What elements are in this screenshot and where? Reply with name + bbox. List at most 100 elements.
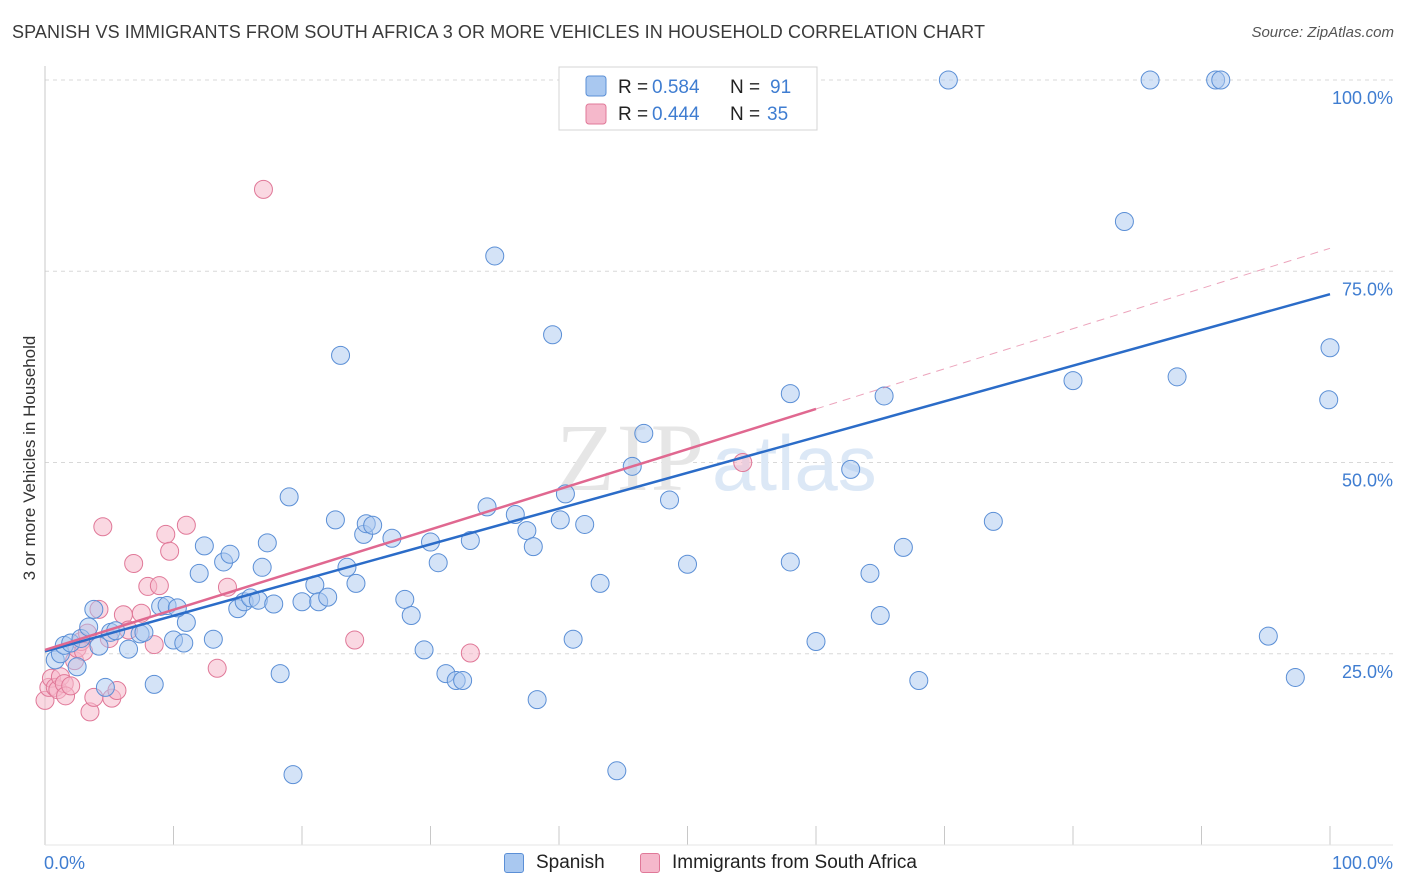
point-spanish <box>1319 390 1339 410</box>
spanish-swatch-icon <box>504 853 524 873</box>
point-immigrants <box>253 179 273 199</box>
point-spanish <box>453 671 473 691</box>
point-spanish <box>590 573 610 593</box>
point-spanish <box>144 674 164 694</box>
point-spanish <box>780 384 800 404</box>
point-spanish <box>523 537 543 557</box>
y-tick-labels: 25.0% 50.0% 75.0% 100.0% <box>1332 88 1393 682</box>
point-spanish <box>527 690 547 710</box>
point-spanish <box>95 677 115 697</box>
point-spanish <box>893 537 913 557</box>
point-spanish <box>563 629 583 649</box>
point-spanish <box>1167 367 1187 387</box>
point-spanish <box>325 510 345 530</box>
point-immigrants <box>124 553 144 573</box>
point-spanish <box>346 573 366 593</box>
point-immigrants <box>207 658 227 678</box>
legend-n-label-2: N = <box>730 104 765 125</box>
point-immigrants <box>160 541 180 561</box>
legend-r-label-2: R = <box>618 104 653 125</box>
point-spanish <box>874 386 894 406</box>
legend-r-value-2: 0.444 <box>652 104 700 125</box>
point-spanish <box>270 664 290 684</box>
point-spanish <box>331 345 351 365</box>
point-spanish <box>607 761 627 781</box>
source-label: Source: ZipAtlas.com <box>1251 24 1394 41</box>
axes <box>44 66 1393 846</box>
point-spanish <box>938 70 958 90</box>
point-spanish <box>575 514 595 534</box>
y-tick-label-100: 100.0% <box>1332 88 1393 108</box>
point-spanish <box>780 552 800 572</box>
y-tick-label-25: 25.0% <box>1342 662 1393 682</box>
point-spanish <box>67 657 87 677</box>
point-spanish <box>414 640 434 660</box>
point-spanish <box>543 325 563 345</box>
point-spanish <box>395 589 415 609</box>
legend-item-immigrants[interactable]: Immigrants from South Africa <box>640 852 917 874</box>
trend-line-spanish <box>44 292 1331 653</box>
y-tick-label-75: 75.0% <box>1342 279 1393 299</box>
series-legend: Spanish Immigrants from South Africa <box>0 852 1406 880</box>
point-spanish <box>257 533 277 553</box>
point-spanish <box>1285 667 1305 687</box>
point-spanish <box>194 536 214 556</box>
legend-r-label-1: R = <box>618 77 653 98</box>
point-spanish <box>428 553 448 573</box>
point-spanish <box>264 594 284 614</box>
point-spanish <box>841 459 861 479</box>
trend-line-immigrants-extension <box>815 247 1331 410</box>
chart-title: SPANISH VS IMMIGRANTS FROM SOUTH AFRICA … <box>12 22 986 42</box>
point-immigrants <box>460 643 480 663</box>
point-spanish <box>460 531 480 551</box>
point-spanish <box>119 639 139 659</box>
point-spanish <box>292 592 312 612</box>
point-spanish <box>1140 70 1160 90</box>
point-spanish <box>252 557 272 577</box>
point-spanish <box>283 765 303 785</box>
x-tick-label-min: 0.0% <box>44 853 85 873</box>
point-spanish <box>279 487 299 507</box>
point-spanish <box>1211 70 1231 90</box>
point-spanish <box>1320 338 1340 358</box>
point-spanish <box>1063 371 1083 391</box>
point-spanish <box>870 606 890 625</box>
x-tick-labels: 0.0% 100.0% <box>44 853 1393 873</box>
point-spanish <box>806 632 826 652</box>
legend-n-label-1: N = <box>730 77 765 98</box>
legend-n-value-1: 91 <box>770 77 791 98</box>
grid-lines <box>45 79 1393 655</box>
point-spanish <box>84 599 104 619</box>
legend-label-immigrants: Immigrants from South Africa <box>672 852 917 873</box>
legend-swatch-immigrants <box>585 103 607 125</box>
point-spanish <box>363 515 383 535</box>
y-tick-label-50: 50.0% <box>1342 471 1393 491</box>
point-spanish <box>220 544 240 564</box>
legend-swatch-spanish <box>585 75 607 97</box>
legend-label-spanish: Spanish <box>536 852 605 873</box>
legend-n-value-2: 35 <box>767 104 788 125</box>
point-spanish <box>634 423 654 443</box>
point-spanish <box>909 671 929 691</box>
x-tick-label-max: 100.0% <box>1332 853 1393 873</box>
point-spanish <box>203 629 223 649</box>
trend-lines <box>44 247 1331 653</box>
point-spanish <box>485 246 505 266</box>
point-spanish <box>678 554 697 574</box>
stats-legend: R = 0.584 N = 91 R = 0.444 N = 35 <box>558 66 818 131</box>
point-spanish <box>550 510 570 530</box>
point-spanish <box>174 633 194 653</box>
point-immigrants <box>176 515 196 535</box>
point-spanish <box>660 490 680 510</box>
legend-r-value-1: 0.584 <box>652 77 700 98</box>
point-spanish <box>401 606 421 625</box>
point-spanish <box>1114 212 1134 232</box>
point-spanish <box>517 521 537 541</box>
immigrants-swatch-icon <box>640 853 660 873</box>
trend-line-immigrants <box>44 407 817 652</box>
point-immigrants <box>149 576 169 596</box>
legend-item-spanish[interactable]: Spanish <box>504 852 605 874</box>
point-immigrants <box>345 630 365 650</box>
point-spanish <box>189 563 209 583</box>
